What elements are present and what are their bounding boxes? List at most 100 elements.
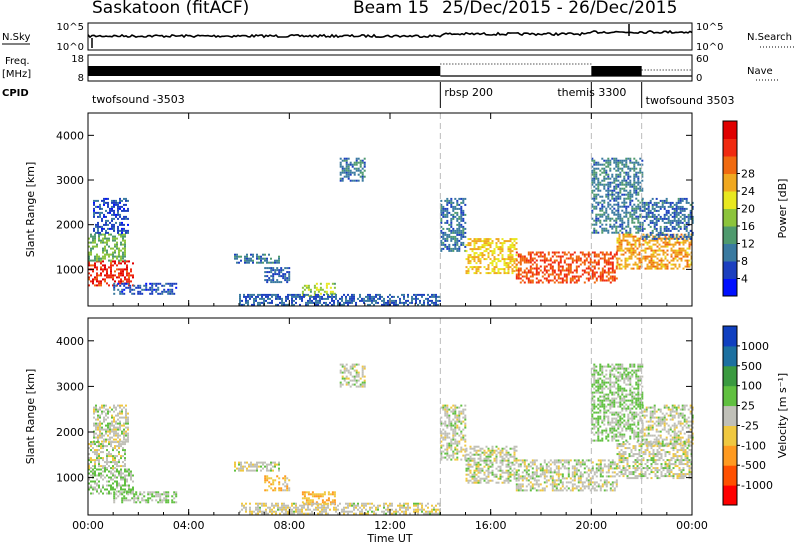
data-cell bbox=[641, 229, 644, 232]
data-cell bbox=[676, 241, 679, 244]
data-cell bbox=[493, 270, 496, 273]
data-cell bbox=[106, 272, 108, 275]
data-cell bbox=[345, 367, 348, 370]
data-cell bbox=[90, 461, 92, 464]
data-cell bbox=[375, 301, 377, 304]
data-cell bbox=[270, 257, 272, 260]
data-cell bbox=[675, 219, 678, 222]
data-cell bbox=[95, 223, 97, 226]
data-cell bbox=[413, 293, 415, 296]
data-cell bbox=[355, 506, 357, 509]
data-cell bbox=[621, 219, 624, 222]
y-axis-label: Slant Range [km] bbox=[24, 162, 37, 258]
data-cell bbox=[575, 271, 578, 274]
data-cell bbox=[605, 161, 608, 164]
data-cell bbox=[477, 463, 480, 466]
data-cell bbox=[454, 197, 457, 200]
data-cell bbox=[293, 512, 295, 515]
data-cell bbox=[493, 248, 496, 251]
data-cell bbox=[543, 277, 546, 280]
data-cell bbox=[311, 510, 313, 513]
data-cell bbox=[331, 282, 334, 285]
data-cell bbox=[644, 237, 647, 240]
data-cell bbox=[636, 263, 639, 266]
data-cell bbox=[678, 247, 681, 250]
data-cell bbox=[257, 506, 259, 509]
data-cell bbox=[124, 488, 126, 491]
data-cell bbox=[345, 175, 348, 178]
data-cell bbox=[625, 161, 628, 164]
data-cell bbox=[315, 303, 317, 306]
data-cell bbox=[101, 422, 103, 425]
data-cell bbox=[385, 301, 387, 304]
data-cell bbox=[92, 488, 94, 491]
data-cell bbox=[325, 292, 328, 295]
data-cell bbox=[246, 467, 248, 470]
data-cell bbox=[110, 259, 112, 262]
data-cell bbox=[509, 238, 512, 241]
data-cell bbox=[671, 205, 674, 208]
data-cell bbox=[617, 211, 620, 214]
data-cell bbox=[549, 259, 552, 262]
data-cell bbox=[621, 209, 624, 212]
data-cell bbox=[483, 238, 486, 241]
data-cell bbox=[509, 248, 512, 251]
data-cell bbox=[684, 265, 687, 268]
data-cell bbox=[666, 253, 669, 256]
nsearch-label: N.Search bbox=[747, 32, 792, 43]
data-cell bbox=[421, 295, 423, 298]
data-cell bbox=[299, 295, 301, 298]
data-cell bbox=[311, 301, 313, 304]
data-cell bbox=[661, 231, 664, 234]
data-cell bbox=[671, 201, 674, 204]
data-cell bbox=[641, 199, 644, 202]
data-cell bbox=[114, 255, 116, 258]
data-cell bbox=[305, 497, 308, 500]
data-cell bbox=[114, 457, 116, 460]
data-cell bbox=[625, 173, 628, 176]
data-cell bbox=[635, 209, 638, 212]
data-cell bbox=[607, 163, 610, 166]
data-cell bbox=[286, 477, 289, 480]
data-cell bbox=[501, 246, 504, 249]
data-cell bbox=[104, 245, 106, 248]
data-cell bbox=[593, 229, 596, 232]
data-cell bbox=[94, 239, 96, 242]
data-cell bbox=[265, 504, 267, 507]
data-cell bbox=[169, 284, 172, 287]
data-cell bbox=[460, 448, 463, 451]
data-cell bbox=[465, 266, 468, 269]
data-cell bbox=[464, 434, 467, 437]
data-cell bbox=[105, 430, 107, 433]
data-cell bbox=[357, 169, 360, 172]
data-cell bbox=[450, 448, 453, 451]
data-cell bbox=[284, 477, 287, 480]
data-cell bbox=[593, 181, 596, 184]
colorbar-tick-label: 4 bbox=[741, 273, 748, 286]
data-cell bbox=[347, 510, 349, 513]
data-cell bbox=[491, 254, 494, 257]
data-cell bbox=[642, 233, 645, 236]
data-cell bbox=[94, 474, 96, 477]
data-cell bbox=[487, 467, 490, 470]
data-cell bbox=[615, 157, 618, 160]
data-cell bbox=[351, 379, 354, 382]
data-cell bbox=[440, 247, 443, 250]
data-cell bbox=[537, 279, 540, 282]
data-cell bbox=[113, 209, 115, 212]
data-cell bbox=[108, 451, 110, 454]
data-cell bbox=[240, 255, 242, 258]
data-cell bbox=[96, 457, 98, 460]
data-cell bbox=[597, 255, 600, 258]
data-cell bbox=[452, 213, 455, 216]
data-cell bbox=[100, 282, 102, 285]
data-cell bbox=[109, 207, 111, 210]
data-cell bbox=[573, 275, 576, 278]
data-cell bbox=[104, 253, 106, 256]
data-cell bbox=[669, 235, 672, 238]
data-cell bbox=[116, 268, 118, 271]
data-cell bbox=[483, 250, 486, 253]
data-cell bbox=[355, 179, 358, 182]
data-cell bbox=[505, 266, 508, 269]
freq-tick-bottom: 8 bbox=[78, 73, 84, 84]
